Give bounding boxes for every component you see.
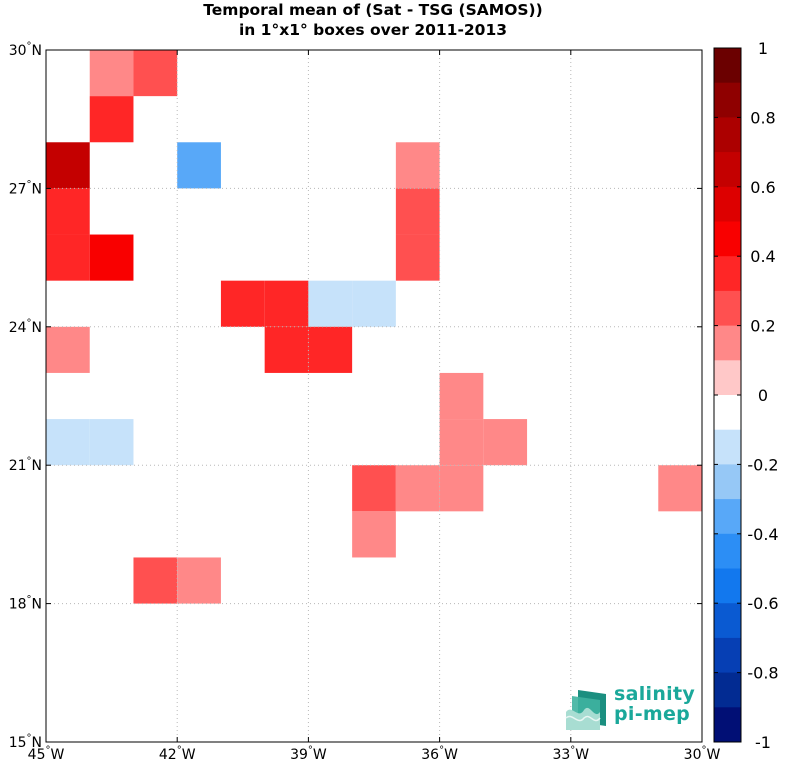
y-tick-label: 30°N — [9, 41, 42, 59]
colorbar-segment — [714, 117, 741, 153]
x-tick-label: 36°W — [421, 745, 458, 763]
colorbar-segment — [714, 290, 741, 327]
data-cell-12 — [264, 280, 309, 327]
y-tick-label: 21°N — [9, 456, 42, 474]
data-cell-14 — [352, 280, 396, 327]
colorbar-tick-label: 0.8 — [750, 108, 775, 127]
colorbar-segment — [714, 464, 741, 500]
colorbar-segment — [714, 395, 741, 431]
colorbar: 1 0.8 0.6 0.4 0.2 0 -0.2 -0.4 -0.6 -0.8 -1 — [713, 39, 779, 752]
colorbar-tick-label: 0.2 — [750, 317, 775, 336]
x-axis-ticks: 45°W 42°W 39°W 36°W 33°W 30°W — [28, 50, 721, 763]
data-cell-3 — [46, 142, 90, 189]
colorbar-segment — [714, 221, 741, 257]
colorbar-segment — [714, 152, 741, 188]
data-cell-25 — [439, 465, 484, 512]
data-cell-2 — [89, 96, 134, 143]
colorbar-segment — [714, 256, 741, 292]
colorbar-tick-label: -0.4 — [747, 525, 778, 544]
grid-lines — [46, 50, 702, 742]
colorbar-tick-label: -1 — [755, 733, 771, 752]
data-cell-16 — [264, 326, 309, 373]
data-cell-6 — [46, 188, 90, 235]
x-tick-label: 42°W — [159, 745, 196, 763]
data-cell-26 — [658, 465, 702, 512]
data-cell-27 — [352, 511, 396, 558]
data-cell-11 — [220, 280, 265, 327]
y-axis-ticks: 15°N 18°N 21°N 24°N 27°N 30°N — [9, 41, 702, 751]
data-cell-28 — [133, 557, 178, 604]
chart-title-line-2: in 1°x1° boxes over 2011-2013 — [238, 21, 508, 39]
colorbar-tick-label: -0.6 — [747, 594, 778, 613]
y-tick-label: 18°N — [9, 595, 42, 613]
colorbar-tick-label: 0.4 — [750, 247, 775, 266]
data-cells — [46, 50, 702, 604]
data-cell-29 — [177, 557, 221, 604]
data-cell-9 — [89, 234, 134, 281]
data-cell-24 — [395, 465, 440, 512]
colorbar-tick-label: 0 — [758, 386, 768, 405]
colorbar-tick-label: -0.2 — [747, 455, 778, 474]
x-tick-label: 33°W — [552, 745, 589, 763]
data-cell-1 — [133, 50, 178, 97]
y-tick-label: 24°N — [9, 318, 42, 336]
colorbar-segment — [714, 429, 741, 465]
data-cell-18 — [439, 372, 484, 420]
colorbar-segment — [714, 325, 741, 361]
colorbar-segment — [714, 637, 741, 674]
data-cell-0 — [89, 50, 134, 97]
colorbar-segment — [714, 360, 741, 396]
logo-text-line-1: salinity — [614, 683, 696, 705]
logo-text-line-2: pi-mep — [614, 703, 691, 725]
data-cell-4 — [177, 142, 221, 189]
colorbar-segment — [714, 707, 741, 743]
colorbar-tick-label: 0.6 — [750, 178, 775, 197]
data-cell-21 — [439, 419, 484, 466]
data-cell-20 — [89, 419, 134, 466]
colorbar-segment — [714, 499, 741, 535]
chart-title-line-1: Temporal mean of (Sat - TSG (SAMOS)) — [203, 1, 543, 19]
colorbar-segment — [714, 533, 741, 569]
colorbar-segment — [714, 48, 741, 84]
data-cell-17 — [308, 326, 353, 373]
data-cell-13 — [308, 280, 353, 327]
data-cell-8 — [46, 234, 90, 281]
x-tick-label: 45°W — [28, 745, 65, 763]
data-cell-22 — [483, 419, 528, 466]
colorbar-segment — [714, 186, 741, 222]
y-tick-label: 27°N — [9, 179, 42, 197]
salinity-pi-mep-logo: salinity pi-mep — [564, 683, 696, 730]
colorbar-segment — [714, 82, 741, 118]
y-tick-label: 15°N — [9, 733, 42, 751]
colorbar-segment — [714, 603, 741, 639]
data-cell-7 — [395, 188, 440, 235]
chart-title: Temporal mean of (Sat - TSG (SAMOS)) in … — [0, 0, 746, 40]
data-cell-19 — [46, 419, 90, 466]
x-tick-label: 30°W — [684, 745, 721, 763]
colorbar-segment — [714, 672, 741, 708]
x-tick-label: 39°W — [290, 745, 327, 763]
data-cell-10 — [395, 234, 440, 281]
colorbar-tick-label: -0.8 — [747, 664, 778, 683]
data-cell-23 — [352, 465, 396, 512]
plot-frame — [45, 49, 703, 743]
wave-logo-icon — [565, 690, 606, 730]
colorbar-tick-label: 1 — [758, 39, 768, 58]
colorbar-segment — [714, 568, 741, 604]
data-cell-15 — [46, 326, 90, 373]
data-cell-5 — [395, 142, 440, 189]
